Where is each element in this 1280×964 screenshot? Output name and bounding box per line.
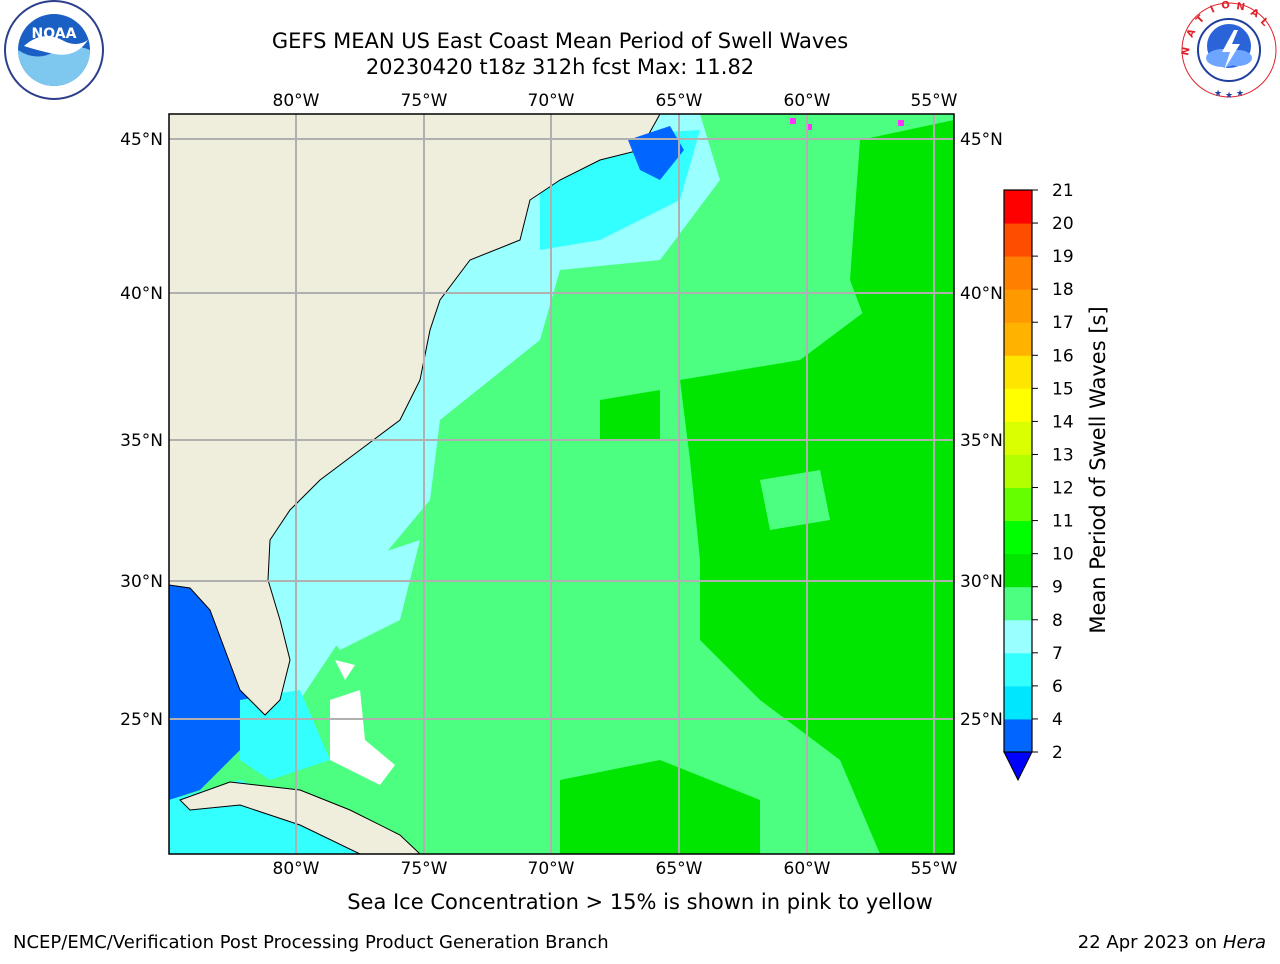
- colorbar-title: Mean Period of Swell Waves [s]: [1086, 306, 1110, 634]
- footer-date: 22 Apr 2023 on Hera: [1078, 932, 1266, 953]
- lon-label-bottom: 80°W: [273, 859, 320, 879]
- svg-text:★: ★: [1214, 89, 1222, 99]
- colorbar-segment: [1004, 520, 1032, 555]
- colorbar-tick-label: 13: [1052, 445, 1074, 465]
- lon-label-top: 80°W: [273, 91, 320, 111]
- lon-label-top: 60°W: [784, 91, 831, 111]
- colorbar-tick-label: 16: [1052, 346, 1074, 366]
- lat-label-right: 40°N: [960, 284, 1003, 304]
- colorbar-tick-label: 20: [1052, 214, 1074, 234]
- colorbar-segment: [1004, 322, 1032, 356]
- lat-label-left: 30°N: [120, 572, 163, 592]
- colorbar-tick-label: 12: [1052, 479, 1074, 499]
- colorbar-tick-label: 17: [1052, 313, 1074, 333]
- lon-label-bottom: 65°W: [656, 859, 703, 879]
- lat-label-left: 35°N: [120, 431, 163, 451]
- lon-label-top: 55°W: [911, 91, 958, 111]
- colorbar-tick-label: 9: [1052, 578, 1063, 598]
- colorbar-segment: [1004, 454, 1032, 489]
- lat-label-left: 25°N: [120, 710, 163, 730]
- colorbar-segment: [1004, 223, 1032, 257]
- lon-label-bottom: 70°W: [528, 859, 575, 879]
- lat-label-right: 45°N: [960, 130, 1003, 150]
- chart-subtitle: 20230420 t18z 312h fcst Max: 11.82: [365, 55, 755, 79]
- colorbar-tick-label: 10: [1052, 545, 1074, 565]
- map-plot-area: [169, 114, 954, 854]
- colorbar-segment: [1004, 553, 1032, 588]
- lat-label-right: 35°N: [960, 431, 1003, 451]
- chart-title: GEFS MEAN US East Coast Mean Period of S…: [271, 29, 849, 53]
- colorbar-under-arrow: [1003, 751, 1033, 782]
- nws-logo: N A T I O N A L ★ ★ ★: [1178, 0, 1280, 104]
- colorbar-segment: [1004, 685, 1032, 720]
- lat-label-left: 45°N: [120, 130, 163, 150]
- colorbar-ticks: 2 4 6 7 8 9 10 11 12 13 14 15 16 17 18 19 20 21: [1032, 181, 1074, 763]
- colorbar-segment: [1004, 619, 1032, 654]
- colorbar-tick-label: 11: [1052, 512, 1074, 532]
- colorbar-segment: [1004, 421, 1032, 455]
- map-frame: [168, 113, 955, 855]
- svg-text:N: N: [1235, 1, 1245, 13]
- colorbar-segment: [1004, 487, 1032, 522]
- colorbar-tick-label: 4: [1052, 710, 1063, 730]
- footer-machine: Hera: [1222, 932, 1266, 953]
- lon-label-bottom: 75°W: [401, 859, 448, 879]
- colorbar-segment: [1004, 289, 1032, 323]
- colorbar-segment: [1004, 652, 1032, 687]
- noaa-logo-text: NOAA: [32, 26, 77, 42]
- ice-note-text: Sea Ice Concentration > 15% is shown in …: [347, 890, 933, 914]
- colorbar-tick-label: 18: [1052, 280, 1074, 300]
- footer-date-text: 22 Apr 2023 on: [1077, 932, 1223, 953]
- colorbar: [1003, 189, 1033, 782]
- colorbar-tick-label: 19: [1052, 247, 1074, 267]
- colorbar-tick-label: 2: [1052, 743, 1063, 763]
- svg-text:★: ★: [1236, 89, 1244, 99]
- colorbar-segment: [1004, 355, 1032, 389]
- lat-label-right: 30°N: [960, 572, 1003, 592]
- colorbar-segment: [1004, 190, 1032, 224]
- lon-label-top: 70°W: [528, 91, 575, 111]
- lon-label-bottom: 55°W: [911, 859, 958, 879]
- colorbar-tick-label: 15: [1052, 379, 1074, 399]
- lon-label-bottom: 60°W: [784, 859, 831, 879]
- colorbar-tick-label: 14: [1052, 412, 1074, 432]
- svg-text:★: ★: [1225, 91, 1233, 100]
- colorbar-tick-label: 21: [1052, 181, 1074, 201]
- ice-note: Sea Ice Concentration > 15% is shown in …: [0, 890, 1280, 914]
- lat-label-right: 25°N: [960, 710, 1003, 730]
- noaa-logo: NOAA: [2, 0, 106, 106]
- svg-text:O: O: [1221, 0, 1231, 12]
- svg-text:N: N: [1180, 46, 1193, 56]
- svg-text:I: I: [1209, 4, 1217, 16]
- lon-label-top: 75°W: [401, 91, 448, 111]
- lon-label-top: 65°W: [656, 91, 703, 111]
- colorbar-tick-label: 7: [1052, 644, 1063, 664]
- colorbar-tick-label: 6: [1052, 677, 1063, 697]
- footer-credit: NCEP/EMC/Verification Post Processing Pr…: [13, 932, 609, 953]
- colorbar-segment: [1004, 718, 1032, 753]
- colorbar-segment: [1004, 256, 1032, 290]
- colorbar-segment: [1004, 586, 1032, 621]
- colorbar-outline: [1003, 189, 1033, 753]
- lat-label-left: 40°N: [120, 284, 163, 304]
- colorbar-tick-label: 8: [1052, 611, 1063, 631]
- colorbar-segment: [1004, 388, 1032, 422]
